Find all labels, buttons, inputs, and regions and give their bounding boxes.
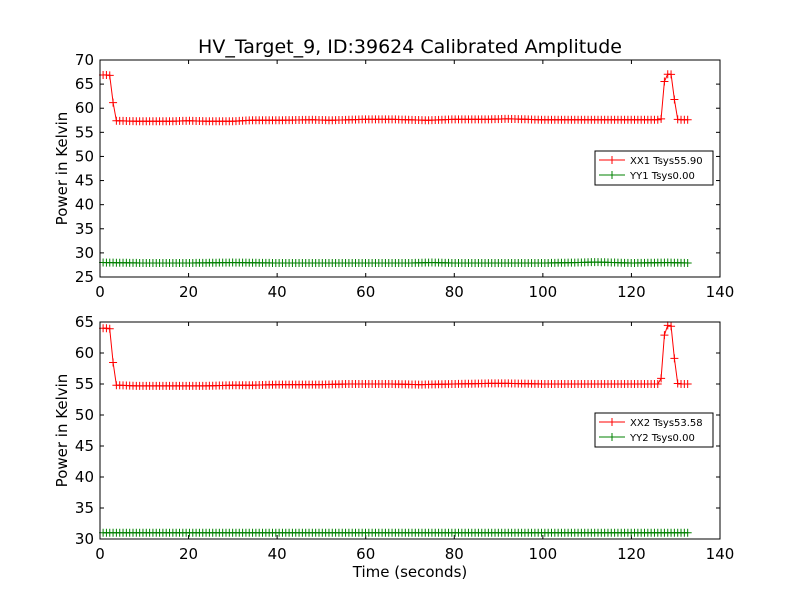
x-tick-label: 0 [95, 283, 105, 301]
data-point-marker [657, 374, 666, 383]
y-tick-label: 60 [75, 344, 94, 362]
data-point-marker [653, 115, 662, 124]
series-yy1 [99, 258, 692, 268]
y-tick-label: 30 [75, 244, 94, 262]
y-tick-label: 40 [75, 468, 94, 486]
legend-label: XX1 Tsys55.90 [630, 156, 703, 167]
legend-label: YY2 Tsys0.00 [629, 433, 695, 444]
y-tick-label: 55 [75, 123, 94, 141]
x-tick-label: 40 [268, 283, 287, 301]
y-tick-label: 50 [75, 147, 94, 165]
axes-frame [99, 321, 721, 540]
y-tick-label: 50 [75, 406, 94, 424]
legend-swatch-marker [608, 171, 616, 179]
plot-panel-top: 0 20 40 60 80 100 120 140 25 30 35 40 45 50 55 60 65 70 Po… [53, 51, 734, 301]
y-axis-label: Power in Kelvin [53, 112, 71, 226]
y-tick-label: 65 [75, 313, 94, 331]
data-point-marker [683, 380, 692, 388]
legend-label: YY1 Tsys0.00 [629, 171, 695, 182]
x-tick-label: 100 [529, 545, 558, 563]
chart-title: HV_Target_9, ID:39624 Calibrated Amplitu… [198, 36, 622, 58]
data-point-marker [109, 358, 118, 367]
data-point-marker [102, 324, 111, 333]
y-tick-label: 55 [75, 375, 94, 393]
data-point-marker [653, 380, 662, 388]
data-point-marker [105, 71, 114, 80]
data-point-marker [683, 258, 692, 267]
x-tick-label: 40 [268, 545, 287, 563]
data-point-marker [660, 331, 669, 340]
data-point-marker [670, 354, 679, 363]
data-point-marker [683, 528, 692, 537]
legend-box [594, 412, 714, 448]
x-tick-label: 60 [356, 545, 375, 563]
legend-swatch-marker [608, 156, 616, 164]
y-tick-label: 45 [75, 172, 94, 190]
x-tick-label: 140 [706, 283, 735, 301]
x-tick-label: 100 [529, 283, 558, 301]
x-tick-label: 80 [445, 545, 464, 563]
y-tick-label: 40 [75, 196, 94, 214]
axes-frame [99, 59, 721, 278]
x-tick-label: 140 [706, 545, 735, 563]
data-point-marker [660, 77, 669, 86]
legend: XX2 Tsys53.58 YY2 Tsys0.00 [594, 412, 714, 448]
y-tick-label: 45 [75, 437, 94, 455]
y-tick-label: 60 [75, 99, 94, 117]
x-tick-label: 120 [617, 545, 646, 563]
y-tick-label: 35 [75, 220, 94, 238]
data-point-marker [670, 95, 679, 104]
legend-box [594, 150, 714, 186]
y-axis-label: Power in Kelvin [53, 374, 71, 488]
x-tick-label: 20 [179, 545, 198, 563]
y-tick-label: 35 [75, 499, 94, 517]
series-yy2 [99, 528, 692, 537]
series-xx1 [99, 70, 692, 126]
x-tick-label: 60 [356, 283, 375, 301]
x-axis-label: Time (seconds) [352, 563, 468, 581]
data-point-marker [109, 98, 118, 107]
series-xx2 [99, 321, 692, 390]
data-point-marker [105, 324, 114, 333]
plot-panel-bottom: 0 20 40 60 80 100 120 140 30 35 40 45 50 55 60 65 Power … [53, 313, 734, 563]
x-tick-label: 80 [445, 283, 464, 301]
data-point-marker [667, 322, 676, 331]
x-tick-label: 20 [179, 283, 198, 301]
y-tick-label: 30 [75, 530, 94, 548]
y-tick-label: 25 [75, 268, 94, 286]
legend-swatch-marker [608, 418, 616, 426]
y-tick-label: 65 [75, 75, 94, 93]
data-point-marker [657, 114, 666, 123]
legend: XX1 Tsys55.90 YY1 Tsys0.00 [594, 150, 714, 186]
legend-label: XX2 Tsys53.58 [630, 418, 703, 429]
y-tick-label: 70 [75, 51, 94, 69]
data-point-marker [667, 70, 676, 79]
data-point-marker [663, 321, 672, 330]
legend-swatch-marker [608, 433, 616, 441]
x-tick-label: 0 [95, 545, 105, 563]
data-point-marker [683, 115, 692, 124]
x-tick-label: 120 [617, 283, 646, 301]
